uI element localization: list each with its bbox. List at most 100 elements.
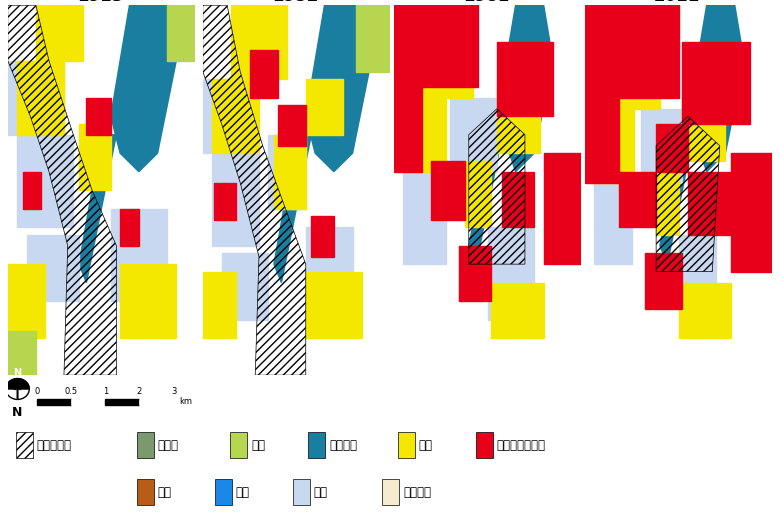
Polygon shape <box>111 208 167 301</box>
Polygon shape <box>502 172 534 227</box>
Polygon shape <box>8 331 36 375</box>
Polygon shape <box>688 172 731 234</box>
Text: 都市的土地利用: 都市的土地利用 <box>497 439 546 452</box>
Polygon shape <box>645 253 682 308</box>
Polygon shape <box>656 172 679 234</box>
Text: N: N <box>13 368 22 378</box>
Bar <box>215 479 232 505</box>
Polygon shape <box>585 5 679 98</box>
Polygon shape <box>274 134 311 282</box>
Polygon shape <box>422 5 473 98</box>
Text: 開放水域: 開放水域 <box>329 439 357 452</box>
Polygon shape <box>641 109 682 183</box>
Text: 2: 2 <box>136 387 142 396</box>
Polygon shape <box>306 227 353 319</box>
Bar <box>382 479 399 505</box>
Bar <box>476 432 493 458</box>
Polygon shape <box>231 5 287 79</box>
Polygon shape <box>17 61 64 134</box>
Polygon shape <box>731 153 772 271</box>
Polygon shape <box>268 134 306 208</box>
Bar <box>398 432 415 458</box>
Text: 0: 0 <box>34 387 40 396</box>
Text: 湿地: 湿地 <box>236 486 250 499</box>
Bar <box>308 432 325 458</box>
Polygon shape <box>594 109 633 183</box>
Wedge shape <box>6 379 30 389</box>
Polygon shape <box>212 153 259 246</box>
Text: 畑地: 畑地 <box>419 439 433 452</box>
Polygon shape <box>619 172 656 227</box>
Title: 1981: 1981 <box>464 0 511 5</box>
Text: 水田: 水田 <box>314 486 328 499</box>
Title: 2011: 2011 <box>655 0 702 5</box>
Polygon shape <box>278 105 306 146</box>
Polygon shape <box>311 216 334 257</box>
Polygon shape <box>491 282 544 338</box>
Polygon shape <box>544 153 581 264</box>
Polygon shape <box>356 5 390 72</box>
Polygon shape <box>403 172 446 264</box>
Text: 自然裸地: 自然裸地 <box>403 486 431 499</box>
Polygon shape <box>306 5 371 172</box>
Polygon shape <box>431 160 465 220</box>
Polygon shape <box>203 79 250 153</box>
Title: 1952: 1952 <box>273 0 320 5</box>
Polygon shape <box>79 134 116 282</box>
Polygon shape <box>679 282 731 338</box>
Bar <box>37 399 71 405</box>
Text: N: N <box>12 406 23 419</box>
Bar <box>140 399 173 405</box>
Bar <box>230 432 247 458</box>
Polygon shape <box>212 79 259 153</box>
Polygon shape <box>222 253 268 319</box>
Polygon shape <box>497 42 553 116</box>
Bar <box>136 479 154 505</box>
Bar <box>105 399 140 405</box>
Text: 樹林地: 樹林地 <box>158 439 179 452</box>
Polygon shape <box>250 49 278 98</box>
Polygon shape <box>394 5 478 86</box>
Text: 竹林: 竹林 <box>158 486 172 499</box>
Polygon shape <box>469 134 502 264</box>
Polygon shape <box>682 98 725 160</box>
Polygon shape <box>394 86 422 172</box>
Polygon shape <box>450 98 497 172</box>
Polygon shape <box>120 264 176 338</box>
Polygon shape <box>660 134 693 264</box>
Polygon shape <box>27 234 79 301</box>
Title: 1913: 1913 <box>78 0 125 5</box>
Polygon shape <box>167 5 195 61</box>
Text: 0.5: 0.5 <box>65 387 78 396</box>
Polygon shape <box>8 61 64 134</box>
Polygon shape <box>459 246 491 301</box>
Text: 1: 1 <box>103 387 108 396</box>
Polygon shape <box>306 79 343 134</box>
Polygon shape <box>497 86 540 153</box>
Polygon shape <box>111 5 176 172</box>
Text: 草地: 草地 <box>251 439 265 452</box>
Polygon shape <box>23 172 41 208</box>
Polygon shape <box>497 5 553 172</box>
Text: 津波浸水域: 津波浸水域 <box>37 439 72 452</box>
Bar <box>292 479 310 505</box>
Polygon shape <box>8 264 45 338</box>
Polygon shape <box>585 98 619 183</box>
Text: km: km <box>179 397 193 406</box>
Polygon shape <box>17 134 73 227</box>
Text: 3: 3 <box>171 387 176 396</box>
Polygon shape <box>682 42 750 123</box>
Polygon shape <box>656 123 688 172</box>
Polygon shape <box>488 227 534 319</box>
Polygon shape <box>403 98 446 172</box>
Polygon shape <box>87 98 111 134</box>
Polygon shape <box>203 271 236 338</box>
Polygon shape <box>120 208 139 246</box>
Polygon shape <box>688 5 744 172</box>
Polygon shape <box>465 160 491 227</box>
Polygon shape <box>214 183 236 220</box>
Polygon shape <box>679 234 716 308</box>
Polygon shape <box>274 134 306 208</box>
Polygon shape <box>594 183 632 264</box>
Polygon shape <box>306 271 362 338</box>
